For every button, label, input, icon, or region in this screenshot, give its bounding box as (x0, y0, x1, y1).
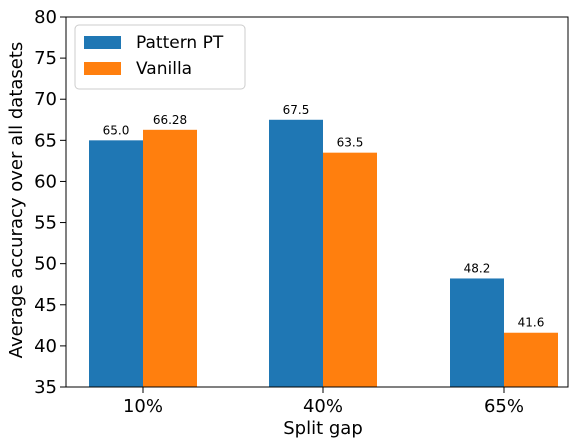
x-axis-title: Split gap (283, 418, 363, 439)
legend-swatch (84, 62, 121, 75)
y-tick-label: 45 (34, 295, 57, 316)
x-tick-label: 10% (123, 396, 163, 417)
legend: Pattern PT Vanilla (75, 25, 245, 89)
y-tick-label: 55 (34, 213, 57, 234)
bar-data-label: 48.2 (464, 261, 491, 275)
bar-vanilla (143, 130, 197, 387)
y-tick-label: 60 (34, 171, 57, 192)
bar-vanilla (504, 333, 558, 387)
bar-data-label: 67.5 (283, 103, 310, 117)
y-tick-label: 50 (34, 254, 57, 275)
bar-pattern-pt (269, 120, 323, 387)
y-tick-label: 80 (34, 7, 57, 28)
legend-swatch (84, 36, 121, 49)
y-tick-label: 40 (34, 336, 57, 357)
legend-label: Vanilla (136, 59, 192, 79)
bar-pattern-pt (450, 278, 504, 387)
bar-data-label: 66.28 (153, 113, 187, 127)
x-tick-label: 65% (484, 396, 524, 417)
bar-data-label: 65.0 (103, 123, 130, 137)
bar-pattern-pt (89, 140, 143, 387)
bar-data-label: 63.5 (337, 136, 364, 150)
legend-label: Pattern PT (136, 33, 224, 53)
bar-vanilla (323, 153, 377, 387)
x-tick-label: 40% (303, 396, 343, 417)
y-axis-title: Average accuracy over all datasets (6, 42, 27, 359)
y-tick-label: 70 (34, 89, 57, 110)
y-tick-label: 65 (34, 130, 57, 151)
bar-data-label: 41.6 (518, 316, 545, 330)
y-tick-label: 75 (34, 48, 57, 69)
y-tick-label: 35 (34, 377, 57, 398)
